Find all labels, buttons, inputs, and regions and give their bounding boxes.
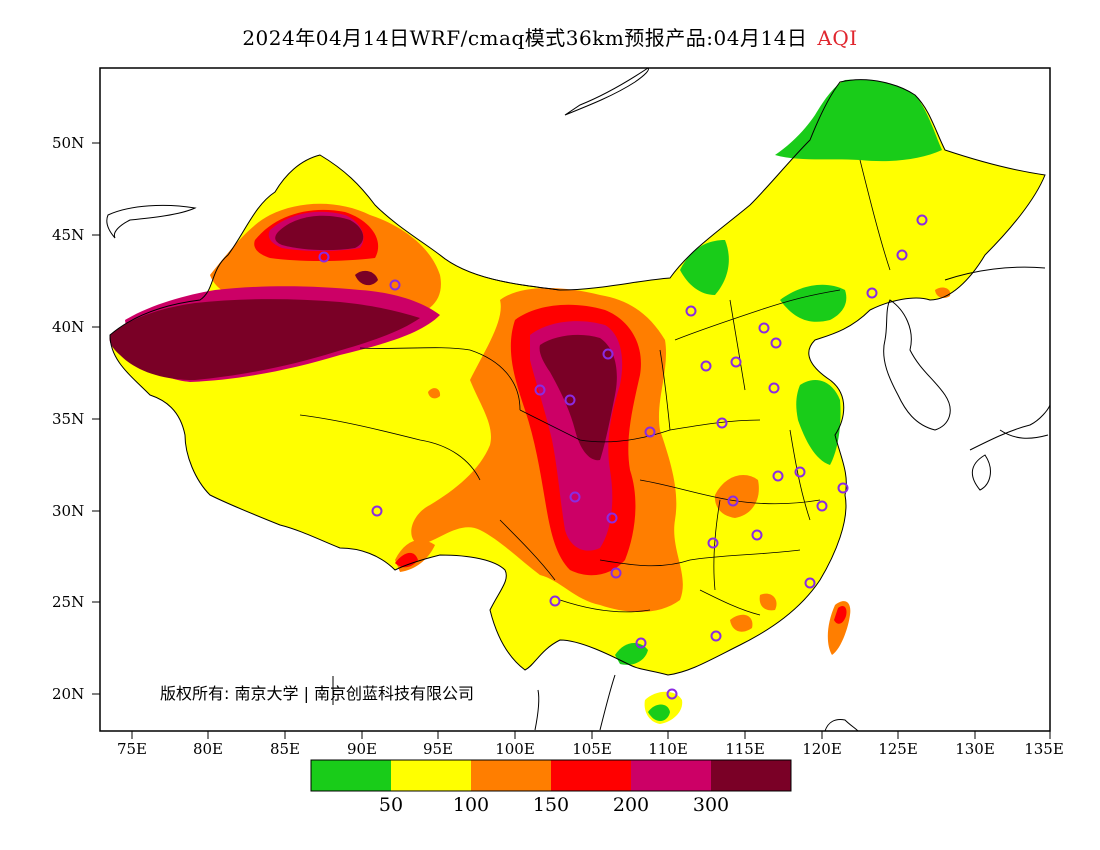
city-marker [751, 529, 763, 541]
maroon-dzungaria [275, 215, 364, 251]
copyright-text: 版权所有: 南京大学 | 南京创蓝科技有限公司 [160, 684, 475, 703]
lon-label-85e: 85E [269, 740, 301, 758]
korea-peninsula-outline [883, 299, 951, 431]
orange-west-spot [428, 388, 441, 399]
title-variable: AQI [817, 26, 858, 50]
red-yunnan [395, 552, 418, 568]
city-marker [602, 348, 614, 360]
city-marker [770, 337, 782, 349]
legend-swatch-1 [391, 760, 471, 791]
legend-swatch-2 [471, 760, 551, 791]
city-marker [564, 394, 576, 406]
map-title: 2024年04月14日WRF/cmaq模式36km预报产品:04月14日 AQI [0, 22, 1100, 51]
lat-label-20n: 20N [52, 685, 85, 703]
city-marker [318, 251, 330, 263]
city-marker [768, 382, 780, 394]
city-marker [534, 384, 546, 396]
city-marker [758, 322, 770, 334]
orange-hubei [714, 475, 759, 518]
green-northeast [775, 79, 942, 162]
japan-outline [969, 404, 1050, 491]
lon-label-110e: 110E [648, 740, 688, 758]
city-marker [707, 537, 719, 549]
city-marker [371, 505, 383, 517]
city-marker [727, 495, 739, 507]
legend-swatch-0 [311, 760, 391, 791]
legend-threshold-100: 100 [452, 794, 490, 816]
city-marker [716, 417, 728, 429]
city-marker [700, 360, 712, 372]
map-layers [106, 68, 1050, 731]
orange-south-2 [759, 593, 777, 611]
green-hainan [648, 704, 670, 722]
map-frame [99, 67, 1051, 732]
lon-label-115e: 115E [725, 740, 765, 758]
maroon-loess [539, 334, 617, 461]
city-marker [606, 512, 618, 524]
legend-threshold-150: 150 [532, 794, 570, 816]
city-marker [549, 595, 561, 607]
legend-colorbar [310, 759, 792, 792]
city-marker [644, 426, 656, 438]
legend-threshold-300: 300 [692, 794, 730, 816]
lat-label-25n: 25N [52, 593, 85, 611]
lon-label-105e: 105E [572, 740, 612, 758]
city-marker [569, 491, 581, 503]
vietnam-coast [534, 674, 616, 731]
city-marker [772, 470, 784, 482]
lat-label-45n: 45N [52, 226, 85, 244]
city-marker [635, 637, 647, 649]
green-bohai [780, 284, 847, 322]
kamchatka-coast [944, 266, 1046, 281]
city-marker [804, 577, 816, 589]
green-inner-mongolia [680, 240, 729, 295]
lon-label-90e: 90E [346, 740, 378, 758]
maroon-tarim [109, 299, 421, 380]
taiwan-red-spot [834, 605, 847, 624]
philippines-outline [824, 719, 859, 731]
legend-swatch-4 [631, 760, 711, 791]
green-jiangsu-coast [796, 380, 841, 465]
orange-south-1 [730, 614, 753, 632]
legend-threshold-200: 200 [612, 794, 650, 816]
title-main: 2024年04月14日WRF/cmaq模式36km预报产品:04月14日 [242, 26, 808, 50]
lat-label-50n: 50N [52, 134, 85, 152]
city-marker [610, 567, 622, 579]
legend-threshold-50: 50 [378, 794, 404, 816]
green-guangxi [615, 643, 648, 665]
lon-ticks [131, 731, 1051, 739]
lat-ticks [92, 142, 100, 695]
city-marker [816, 500, 828, 512]
legend-swatch-3 [551, 760, 631, 791]
caspian-coast [106, 204, 197, 239]
legend-swatch-5 [711, 760, 791, 791]
city-marker [896, 249, 908, 261]
lon-label-95e: 95E [422, 740, 454, 758]
city-marker [730, 356, 742, 368]
city-marker [794, 466, 806, 478]
lat-label-40n: 40N [52, 318, 85, 336]
lon-label-125e: 125E [878, 740, 918, 758]
city-marker [666, 688, 678, 700]
city-marker [916, 214, 928, 226]
lon-label-75e: 75E [116, 740, 148, 758]
china-national-border [109, 79, 1046, 676]
lon-label-135e: 135E [1024, 740, 1064, 758]
lon-label-80e: 80E [192, 740, 224, 758]
city-marker [685, 305, 697, 317]
lat-label-30n: 30N [52, 502, 85, 520]
city-markers [318, 214, 928, 700]
lat-label-35n: 35N [52, 410, 85, 428]
baikal-lake [564, 68, 649, 116]
city-marker [837, 482, 849, 494]
lon-label-100e: 100E [495, 740, 535, 758]
lon-label-130e: 130E [955, 740, 995, 758]
city-marker [389, 279, 401, 291]
city-marker [866, 287, 878, 299]
lon-label-120e: 120E [802, 740, 842, 758]
city-marker [710, 630, 722, 642]
maroon-xinjiang-spot [355, 270, 378, 286]
